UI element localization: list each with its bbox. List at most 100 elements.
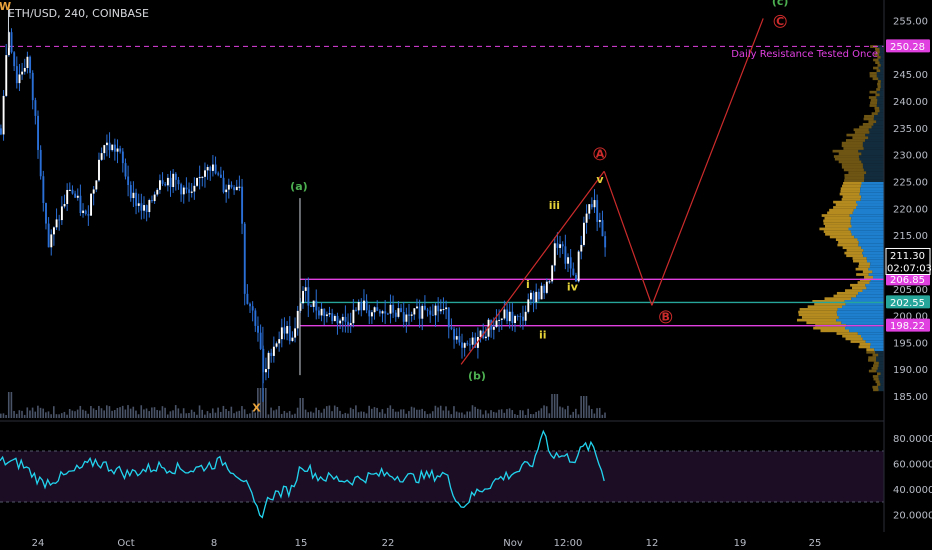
volume-bar bbox=[498, 409, 500, 418]
volume-bar bbox=[312, 412, 315, 418]
candle-body bbox=[201, 176, 204, 178]
wave-projection bbox=[460, 18, 764, 365]
volume-bar bbox=[323, 408, 325, 418]
volume-profile-bar bbox=[865, 283, 884, 287]
volume-profile-bar bbox=[859, 157, 884, 161]
volume-profile-bar bbox=[799, 308, 838, 311]
volume-bar bbox=[355, 405, 357, 418]
volume-bar bbox=[373, 407, 376, 418]
volume-bar bbox=[137, 414, 140, 418]
volume-bar bbox=[551, 394, 553, 418]
volume-profile-bar bbox=[877, 85, 881, 89]
volume-bar bbox=[575, 408, 577, 418]
candle-body bbox=[286, 326, 289, 334]
candle-body bbox=[26, 56, 29, 69]
candle-body bbox=[254, 310, 257, 326]
candle-body bbox=[296, 310, 299, 329]
volume-profile-bar bbox=[873, 66, 879, 70]
volume-profile-bar bbox=[866, 171, 884, 174]
candle-body bbox=[13, 52, 16, 67]
volume-bar bbox=[318, 410, 320, 418]
candle-body bbox=[151, 200, 153, 202]
volume-bar bbox=[251, 410, 254, 418]
candle-body bbox=[548, 281, 551, 283]
volume-profile-bar bbox=[844, 173, 865, 177]
volume-profile-bar bbox=[862, 144, 884, 148]
volume-profile-bar bbox=[841, 144, 863, 148]
volume-profile-bar bbox=[851, 297, 884, 300]
candle-body bbox=[156, 189, 159, 195]
price-tick-label: 225.00 bbox=[893, 178, 928, 189]
current-price-value: 211.30 bbox=[890, 251, 925, 262]
volume-profile-bar bbox=[814, 302, 846, 306]
volume-profile-bar bbox=[872, 385, 879, 389]
volume-profile-bar bbox=[851, 216, 884, 220]
volume-bar bbox=[535, 411, 537, 418]
volume-profile-bar bbox=[841, 141, 863, 145]
volume-bar bbox=[604, 412, 606, 418]
volume-bar bbox=[331, 411, 333, 418]
volume-bar bbox=[53, 406, 55, 418]
volume-bar bbox=[243, 409, 246, 418]
volume-profile-bar bbox=[872, 270, 884, 274]
candle-body bbox=[127, 176, 130, 186]
candle-body bbox=[583, 222, 585, 245]
volume-bar bbox=[421, 408, 423, 418]
volume-bar bbox=[514, 414, 516, 418]
candle-body bbox=[153, 194, 156, 202]
volume-profile-bar bbox=[862, 270, 873, 274]
volume-bar bbox=[445, 406, 447, 418]
candle-body bbox=[116, 148, 119, 152]
volume-profile-bar bbox=[842, 305, 884, 309]
candle-body bbox=[530, 292, 532, 300]
volume-bar bbox=[275, 409, 278, 418]
volume-bar bbox=[378, 412, 381, 418]
volume-profile-bar bbox=[878, 66, 884, 70]
volume-profile-bar bbox=[842, 195, 862, 199]
volume-bar bbox=[469, 411, 471, 418]
candle-body bbox=[447, 307, 450, 328]
volume-bar bbox=[267, 414, 270, 418]
candle-body bbox=[58, 219, 61, 221]
candle-body bbox=[222, 177, 225, 193]
volume-profile-bar bbox=[829, 235, 855, 239]
volume-bar bbox=[217, 407, 219, 418]
volume-profile-bar bbox=[801, 316, 839, 319]
volume-profile-bar bbox=[848, 171, 867, 174]
volume-profile-bar bbox=[841, 198, 861, 201]
candle-body bbox=[381, 311, 384, 314]
candle-body bbox=[84, 210, 87, 215]
candle-body bbox=[408, 314, 410, 316]
volume-profile-bar bbox=[880, 64, 884, 67]
volume-bar bbox=[360, 411, 362, 418]
time-tick-label: 25 bbox=[809, 538, 822, 549]
candle-body bbox=[389, 304, 392, 314]
volume-bar bbox=[116, 407, 119, 418]
volume-profile-bar bbox=[864, 139, 884, 142]
volume-bar bbox=[347, 413, 349, 418]
candle-body bbox=[55, 219, 58, 228]
candle-body bbox=[532, 292, 535, 303]
candle-body bbox=[474, 337, 477, 348]
candle-body bbox=[492, 326, 495, 330]
volume-bar bbox=[310, 411, 312, 418]
candle-body bbox=[540, 285, 543, 300]
price-tick-label: 220.00 bbox=[893, 204, 928, 215]
volume-profile-bar bbox=[844, 179, 865, 182]
volume-bar bbox=[66, 414, 68, 418]
price-tag-202.55: 202.55 bbox=[890, 298, 925, 309]
wave-label-ii: ii bbox=[539, 329, 547, 342]
volume-bar bbox=[302, 398, 304, 418]
volume-bar bbox=[590, 409, 593, 418]
volume-bar bbox=[113, 410, 116, 418]
candle-body bbox=[140, 203, 143, 211]
candle-body bbox=[66, 189, 69, 204]
volume-profile-bar bbox=[852, 211, 884, 215]
volume-bar bbox=[487, 413, 490, 418]
volume-profile-bar bbox=[873, 377, 879, 381]
candle-body bbox=[575, 274, 577, 282]
candle-body bbox=[461, 342, 463, 348]
volume-profile-bar bbox=[878, 77, 884, 81]
